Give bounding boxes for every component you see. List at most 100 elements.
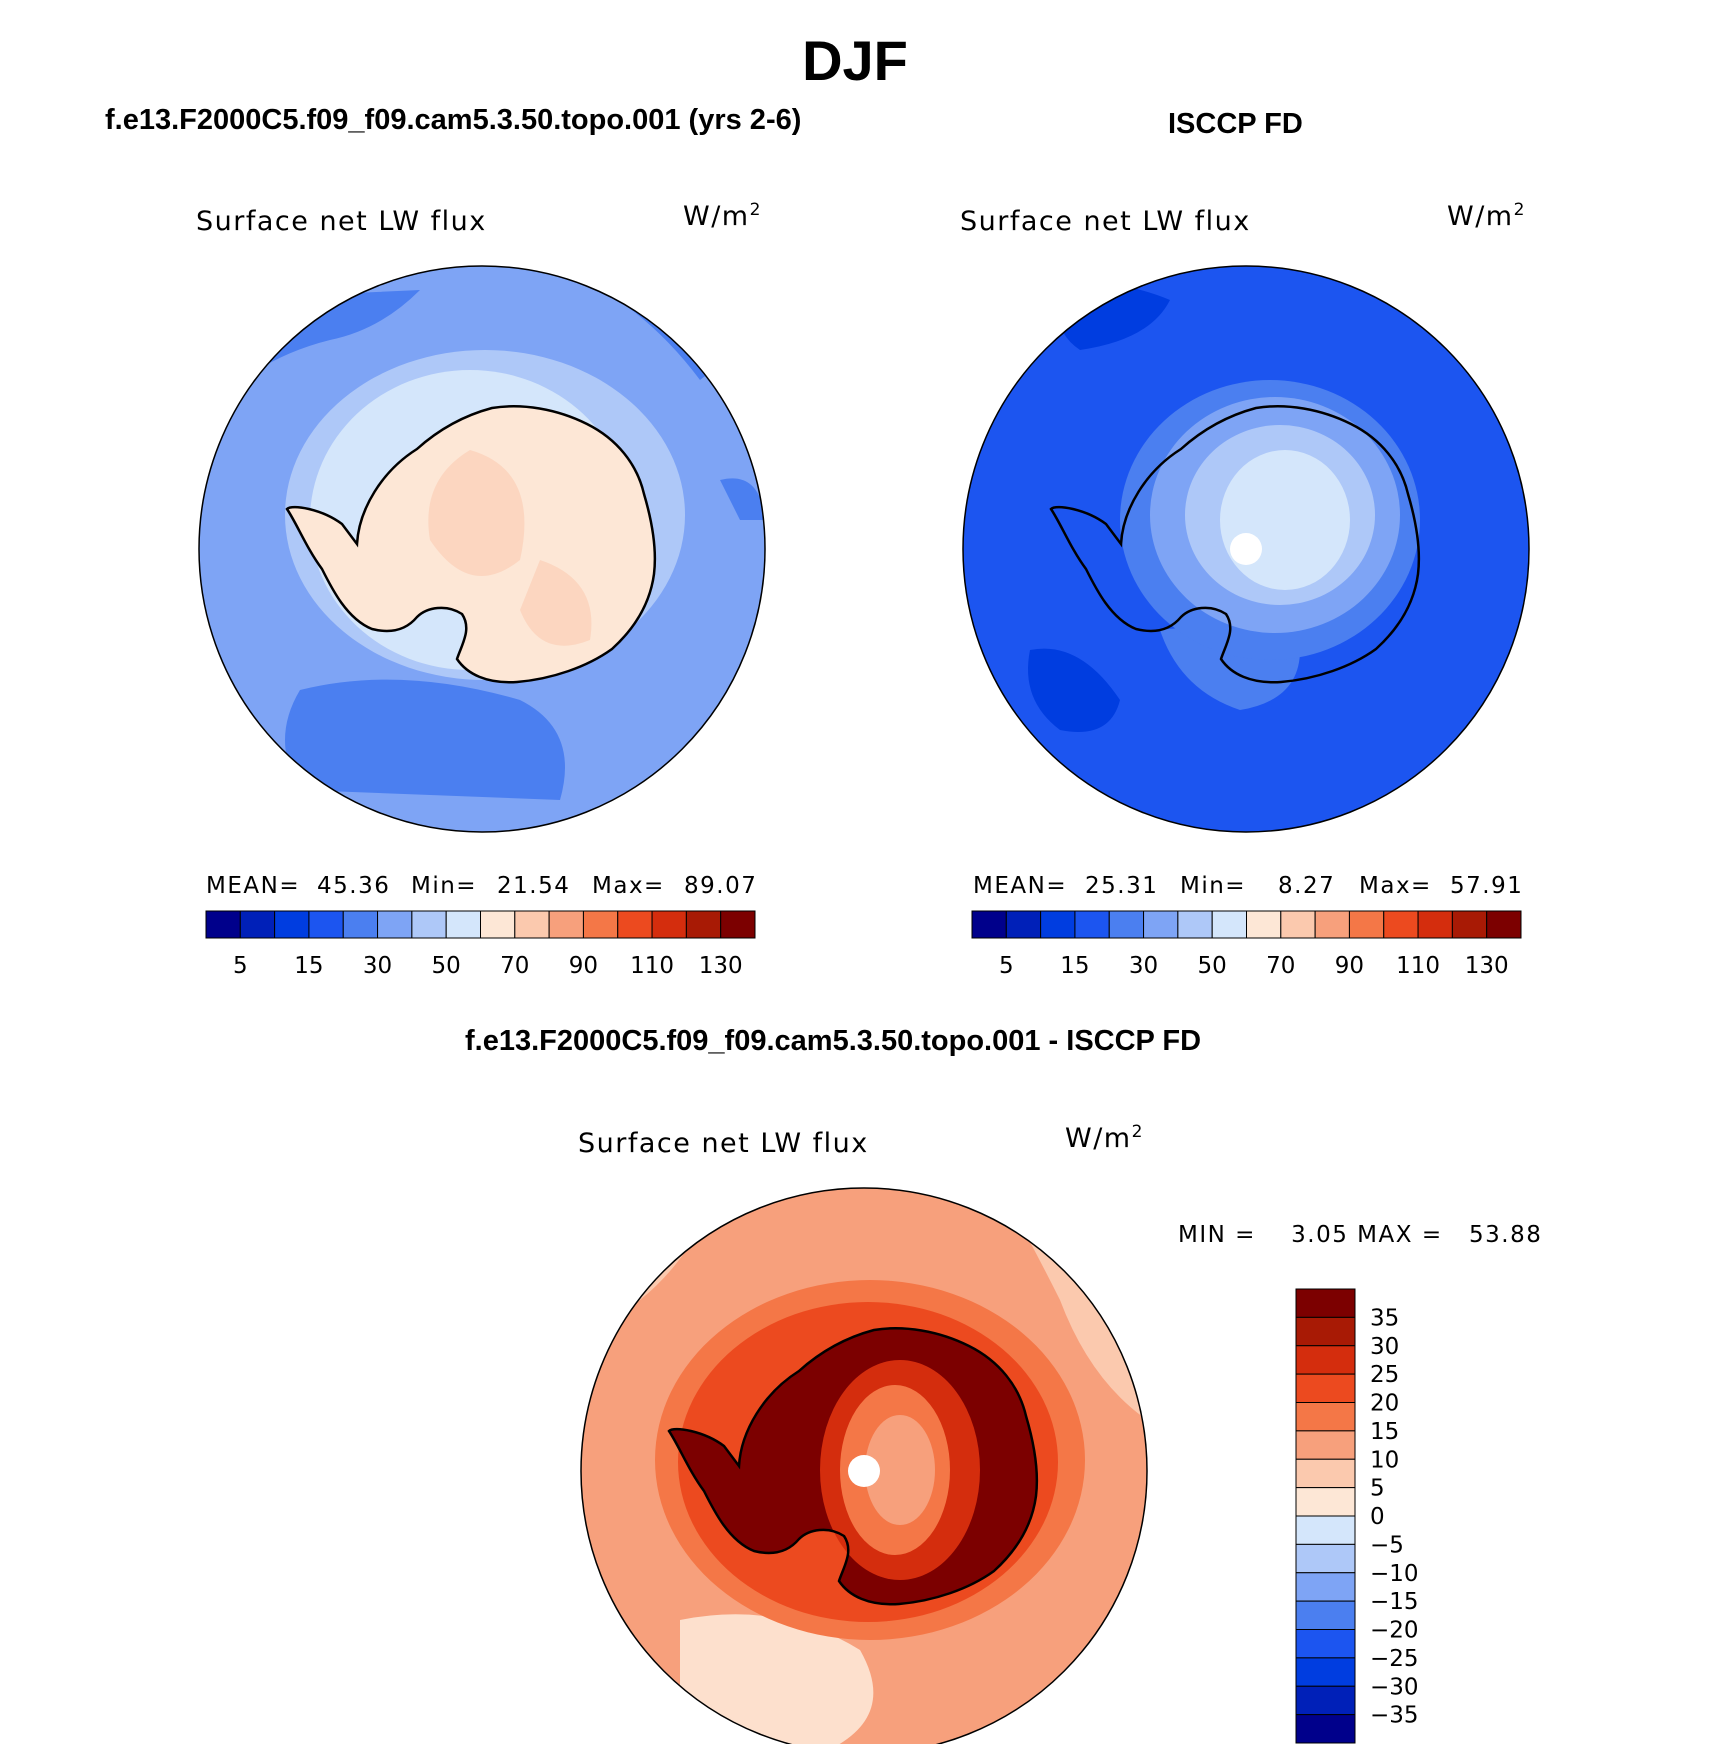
obs-colorbar-tick: 70 [1266, 953, 1295, 979]
diff-units: W/m2 [1065, 1122, 1144, 1154]
diff-colorbar-tick: −15 [1370, 1589, 1419, 1615]
obs-panel-header: ISCCP FD [1168, 108, 1303, 140]
diff-colorbar-box [1295, 1515, 1356, 1545]
obs-colorbar-box [1074, 910, 1110, 939]
obs-colorbar-box [1417, 910, 1453, 939]
model-plot-title: Surface net LW flux [196, 206, 487, 237]
diff-panel-header: f.e13.F2000C5.f09_f09.cam5.3.50.topo.001… [465, 1025, 1202, 1057]
model-mean-value: 45.36 [317, 873, 391, 899]
obs-colorbar-tick: 90 [1335, 953, 1364, 979]
model-colorbar-box [685, 910, 722, 939]
obs-colorbar-tick: 110 [1396, 953, 1440, 979]
diff-colorbar-tick: 5 [1370, 1476, 1385, 1502]
diff-colorbar-tick: 0 [1370, 1504, 1385, 1530]
model-max-value: 89.07 [684, 873, 758, 899]
diff-colorbar-tick: −30 [1370, 1674, 1419, 1700]
model-colorbar-tick: 30 [363, 953, 392, 979]
model-colorbar: 5 15 30 50 70 90 110 130 [205, 910, 756, 979]
diff-colorbar-box [1295, 1373, 1356, 1403]
model-colorbar-box [582, 910, 619, 939]
model-map [199, 266, 765, 832]
obs-colorbar-tick: 30 [1129, 953, 1158, 979]
model-colorbar-tick: 110 [630, 953, 674, 979]
model-mean-label: MEAN= [206, 873, 301, 899]
obs-colorbar-box [1280, 910, 1316, 939]
diff-colorbar-box [1295, 1430, 1356, 1460]
main-title: DJF [802, 29, 908, 92]
diff-colorbar-box [1295, 1629, 1356, 1659]
diff-colorbar-box [1295, 1402, 1356, 1432]
diff-colorbar-tick: −10 [1370, 1561, 1419, 1587]
model-colorbar-box [239, 910, 276, 939]
obs-plot-title: Surface net LW flux [960, 206, 1251, 237]
diff-colorbar-box [1295, 1714, 1356, 1744]
obs-colorbar-box [1383, 910, 1419, 939]
diff-units-sup: 2 [1131, 1122, 1144, 1142]
diff-map [581, 1188, 1147, 1744]
obs-colorbar-box [1314, 910, 1350, 939]
obs-units-text: W/m [1447, 201, 1514, 232]
diff-colorbar-box [1295, 1288, 1356, 1318]
model-max-label: Max= [592, 873, 665, 899]
obs-colorbar-box [1040, 910, 1076, 939]
obs-colorbar-box [1143, 910, 1179, 939]
obs-colorbar-tick: 15 [1060, 953, 1089, 979]
diff-colorbar-box [1295, 1600, 1356, 1630]
diff-colorbar-tick: 30 [1370, 1334, 1399, 1360]
obs-map [963, 266, 1529, 832]
model-units-text: W/m [683, 201, 750, 232]
model-colorbar-box [205, 910, 241, 939]
model-colorbar-box [308, 910, 344, 939]
model-colorbar-box [548, 910, 584, 939]
model-min-label: Min= [411, 873, 478, 899]
model-colorbar-tick: 15 [294, 953, 323, 979]
obs-units: W/m2 [1447, 200, 1526, 232]
obs-mean-value: 25.31 [1085, 873, 1159, 899]
model-colorbar-box [651, 910, 687, 939]
model-colorbar-box [411, 910, 447, 939]
diff-colorbar-box [1295, 1572, 1356, 1602]
diff-map-border [580, 1187, 1148, 1744]
obs-colorbar-box [1005, 910, 1042, 939]
diff-colorbar-tick: 35 [1370, 1305, 1399, 1331]
diff-colorbar-tick: −25 [1370, 1646, 1419, 1672]
model-colorbar-box [720, 910, 756, 939]
obs-colorbar-tick: 5 [999, 953, 1014, 979]
diff-colorbar-tick: 15 [1370, 1419, 1399, 1445]
obs-colorbar-box [1177, 910, 1213, 939]
obs-colorbar-box [1246, 910, 1282, 939]
obs-colorbar-box [1211, 910, 1247, 939]
obs-colorbar: 5 15 30 50 70 90 110 130 [971, 910, 1522, 979]
obs-colorbar-tick: 130 [1465, 953, 1509, 979]
model-colorbar-box [514, 910, 550, 939]
diff-colorbar-tick: −35 [1370, 1703, 1419, 1729]
diff-colorbar-tick: 20 [1370, 1391, 1399, 1417]
model-colorbar-box [342, 910, 379, 939]
obs-colorbar-box [1108, 910, 1145, 939]
obs-units-sup: 2 [1513, 200, 1526, 220]
model-colorbar-box [445, 910, 481, 939]
model-colorbar-box [274, 910, 310, 939]
model-colorbar-tick: 5 [233, 953, 248, 979]
model-panel-header: f.e13.F2000C5.f09_f09.cam5.3.50.topo.001… [105, 104, 802, 136]
model-colorbar-box [480, 910, 516, 939]
diff-colorbar-tick: 25 [1370, 1362, 1399, 1388]
model-colorbar-tick: 90 [569, 953, 598, 979]
diff-colorbar-box [1295, 1657, 1356, 1687]
diff-minmax: MIN = 3.05 MAX = 53.88 [1178, 1222, 1543, 1248]
diff-colorbar-box [1295, 1316, 1356, 1347]
model-colorbar-tick: 50 [432, 953, 461, 979]
obs-max-value: 57.91 [1450, 873, 1524, 899]
diff-plot-title: Surface net LW flux [578, 1128, 869, 1159]
model-min-value: 21.54 [497, 873, 571, 899]
diff-colorbar-box [1295, 1458, 1356, 1489]
obs-mean-label: MEAN= [973, 873, 1068, 899]
diff-colorbar-tick: −20 [1370, 1618, 1419, 1644]
diff-colorbar-box [1295, 1543, 1356, 1574]
model-units-sup: 2 [749, 200, 762, 220]
obs-colorbar-box [1486, 910, 1522, 939]
obs-colorbar-box [1451, 910, 1488, 939]
diff-units-text: W/m [1065, 1123, 1132, 1154]
